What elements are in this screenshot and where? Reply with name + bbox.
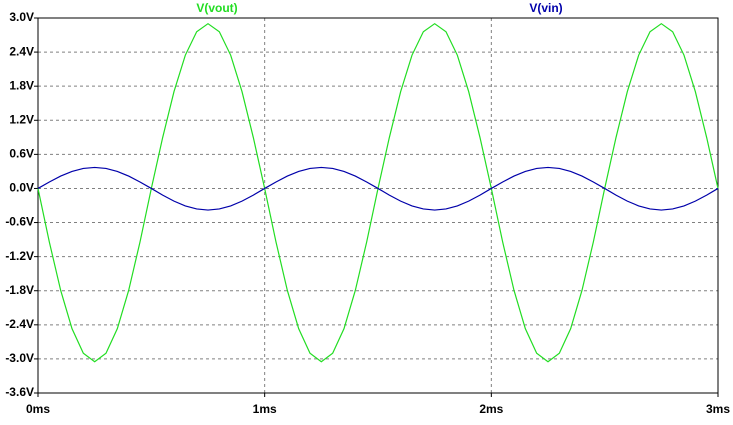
y-tick-label: -0.6V — [5, 215, 34, 229]
y-tick-label: 0.6V — [9, 147, 34, 161]
y-tick-label: -3.0V — [5, 351, 34, 365]
y-tick-label: -1.2V — [5, 249, 34, 263]
x-tick-label: 2ms — [479, 402, 503, 416]
y-tick-label: -2.4V — [5, 317, 34, 331]
legend-label: V(vin) — [529, 1, 562, 15]
y-tick-label: -1.8V — [5, 283, 34, 297]
x-tick-label: 1ms — [253, 402, 277, 416]
y-tick-label: 3.0V — [9, 10, 34, 24]
y-tick-label: 0.0V — [9, 181, 34, 195]
y-tick-label: 2.4V — [9, 44, 34, 58]
y-tick-label: -3.6V — [5, 385, 34, 399]
y-tick-label: 1.8V — [9, 78, 34, 92]
x-tick-label: 3ms — [706, 402, 730, 416]
y-tick-label: 1.2V — [9, 112, 34, 126]
series-line — [37, 166, 719, 211]
legend-label: V(vout) — [196, 1, 237, 15]
x-tick-label: 0ms — [26, 402, 50, 416]
plot-frame — [37, 17, 719, 394]
